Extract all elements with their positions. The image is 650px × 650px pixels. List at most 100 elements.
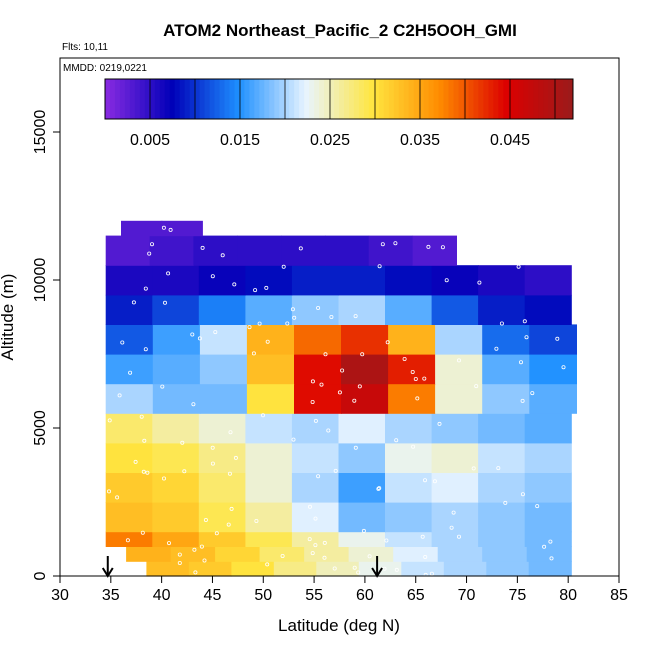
sample-marker — [227, 471, 232, 476]
heatmap-cell — [526, 546, 572, 562]
heatmap-cell — [385, 265, 433, 296]
heatmap-cell — [199, 383, 248, 414]
heatmap-cell — [341, 354, 389, 385]
sample-marker — [202, 558, 207, 563]
sample-marker — [326, 428, 331, 433]
x-tick-label: 60 — [356, 587, 374, 604]
colorbar-segment — [488, 79, 494, 119]
colorbar-segment — [144, 79, 151, 119]
heatmap-cell — [431, 294, 479, 325]
colorbar-segment — [408, 79, 415, 119]
y-axis-label: Altitude (m) — [0, 274, 17, 361]
flight-arrows — [101, 556, 383, 578]
sample-marker — [107, 489, 112, 494]
sample-marker — [139, 414, 144, 419]
dates-annotation: MMDD: 0219,0221 — [63, 63, 147, 74]
sample-marker — [549, 556, 554, 561]
x-tick-label: 45 — [204, 587, 222, 604]
sample-marker — [520, 398, 525, 403]
colorbar-segment — [383, 79, 390, 119]
sample-marker — [160, 384, 165, 389]
heatmap-cell — [341, 324, 389, 355]
colorbar-segment — [363, 79, 370, 119]
sample-marker — [166, 271, 171, 276]
heatmap-cell — [246, 383, 295, 414]
heatmap-cell — [524, 502, 572, 533]
sample-marker — [254, 519, 259, 524]
sample-marker — [316, 305, 321, 310]
heatmap-cell — [482, 354, 530, 385]
sample-marker — [319, 382, 324, 387]
colorbar-segment — [279, 79, 285, 119]
heatmap-cell — [388, 383, 436, 414]
sample-marker — [313, 516, 318, 521]
heatmap-cell — [478, 472, 526, 503]
sample-marker — [340, 368, 345, 373]
heatmap-cell — [246, 324, 295, 355]
heatmap-cell — [170, 546, 216, 562]
sample-marker — [423, 555, 428, 560]
heatmap-cell — [199, 354, 248, 385]
colorbar-segment — [179, 79, 186, 119]
heatmap-cell — [245, 472, 293, 503]
sample-marker — [115, 495, 120, 500]
sample-marker — [226, 522, 231, 527]
heatmap-cell — [478, 531, 526, 547]
heatmap-cell — [198, 413, 246, 444]
sample-marker — [420, 534, 425, 539]
sample-marker — [394, 567, 399, 572]
colorbar-segment — [239, 79, 245, 119]
colorbar-segment — [204, 79, 211, 119]
colorbar-segment — [428, 79, 435, 119]
heatmap-cell — [245, 442, 293, 473]
heatmap-cell — [388, 354, 436, 385]
heatmap-cell — [152, 383, 201, 414]
heatmap-cell — [478, 413, 526, 444]
heatmap-cell — [482, 324, 530, 355]
x-tick-label: 75 — [508, 587, 526, 604]
colorbar-segment — [109, 79, 116, 119]
colorbar-segment — [299, 79, 305, 119]
sample-marker — [192, 547, 197, 552]
sample-marker — [333, 468, 338, 473]
heatmap-cell — [126, 546, 172, 562]
colorbar-segment — [388, 79, 395, 119]
colorbar-segment — [393, 79, 400, 119]
sample-marker — [555, 336, 560, 341]
colorbar-segment — [518, 79, 524, 119]
colorbar-segment — [533, 79, 539, 119]
colorbar-tick-label: 0.015 — [220, 132, 260, 149]
heatmap-cell — [431, 413, 479, 444]
sample-marker — [422, 376, 427, 381]
colorbar-segment — [139, 79, 146, 119]
sample-marker — [456, 358, 461, 363]
heatmap-cell — [338, 531, 386, 547]
x-tick-label: 80 — [559, 587, 577, 604]
heatmap-cell — [273, 561, 317, 577]
heatmap-cell — [245, 413, 293, 444]
sample-marker — [322, 540, 327, 545]
sample-marker — [117, 393, 122, 398]
sample-marker — [313, 418, 318, 423]
sample-marker — [426, 244, 431, 249]
colorbar-segment — [548, 79, 554, 119]
colorbar-segment — [553, 79, 559, 119]
sample-marker — [200, 245, 205, 250]
heatmap-cell — [152, 472, 200, 503]
colorbar-segment — [538, 79, 544, 119]
heatmap-cell — [245, 502, 293, 533]
heatmap-cell — [152, 413, 200, 444]
sample-marker — [561, 365, 566, 370]
heatmap-cell — [385, 531, 433, 547]
sample-marker — [522, 319, 527, 324]
plot-frame — [59, 57, 620, 577]
heatmap-cell — [338, 294, 386, 325]
colorbar-segment — [503, 79, 509, 119]
sample-marker — [291, 437, 296, 442]
sample-marker — [203, 518, 208, 523]
heatmap-cell — [443, 561, 487, 577]
heatmap-cell — [385, 502, 433, 533]
colorbar-segment — [353, 79, 360, 119]
colorbar-segment — [284, 79, 290, 119]
sample-marker — [377, 486, 382, 491]
